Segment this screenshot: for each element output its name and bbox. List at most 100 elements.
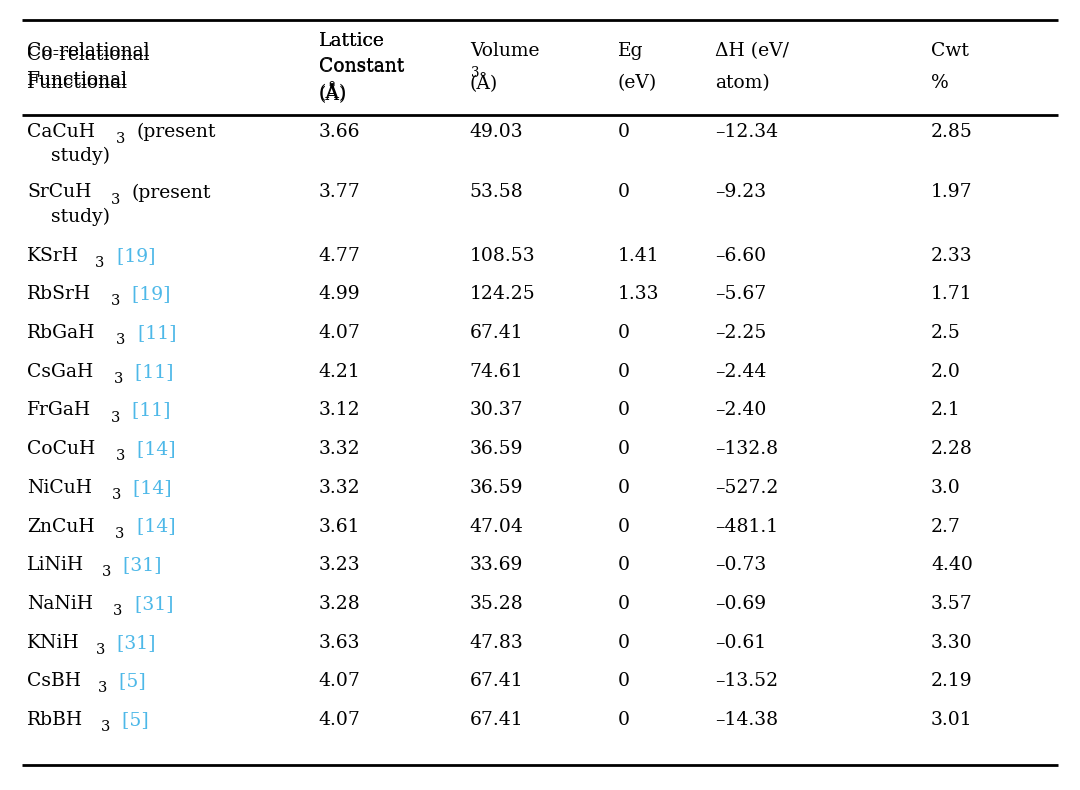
Text: –0.73: –0.73	[715, 556, 766, 574]
Text: –2.40: –2.40	[715, 401, 767, 419]
Text: 36.59: 36.59	[470, 440, 524, 458]
Text: 3: 3	[95, 256, 105, 269]
Text: [31]: [31]	[117, 556, 162, 574]
Text: [19]: [19]	[110, 246, 156, 265]
Text: SrCuH: SrCuH	[27, 183, 92, 201]
Text: 3: 3	[102, 566, 111, 579]
Text: 2.1: 2.1	[931, 401, 961, 419]
Text: 3: 3	[117, 450, 125, 463]
Text: 0: 0	[618, 672, 630, 690]
Text: 3.12: 3.12	[319, 401, 361, 419]
Text: 4.07: 4.07	[319, 711, 361, 729]
Text: 0: 0	[618, 556, 630, 574]
Text: (present: (present	[132, 183, 212, 201]
Text: 1.41: 1.41	[618, 246, 660, 265]
Text: 0: 0	[618, 122, 630, 141]
Text: 67.41: 67.41	[470, 711, 524, 729]
Text: –14.38: –14.38	[715, 711, 778, 729]
Text: 33.69: 33.69	[470, 556, 523, 574]
Text: 3.28: 3.28	[319, 595, 361, 613]
Text: 2.33: 2.33	[931, 246, 973, 265]
Text: 4.21: 4.21	[319, 363, 361, 381]
Text: 47.83: 47.83	[470, 634, 524, 652]
Text: 53.58: 53.58	[470, 183, 524, 201]
Text: –2.25: –2.25	[715, 324, 767, 342]
Text: [11]: [11]	[129, 363, 174, 381]
Text: 3: 3	[111, 411, 120, 424]
Text: ΔH (eV/: ΔH (eV/	[715, 42, 789, 60]
Text: (present: (present	[136, 122, 216, 141]
Text: –0.61: –0.61	[715, 634, 766, 652]
Text: 0: 0	[618, 401, 630, 419]
Text: (Å): (Å)	[319, 84, 347, 103]
Text: study): study)	[51, 208, 110, 226]
Text: –13.52: –13.52	[715, 672, 778, 690]
Text: 2.5: 2.5	[931, 324, 961, 342]
Text: –5.67: –5.67	[715, 285, 766, 303]
Text: 0: 0	[618, 595, 630, 613]
Text: [19]: [19]	[126, 285, 171, 303]
Text: 3: 3	[117, 333, 125, 347]
Text: [5]: [5]	[116, 711, 149, 729]
Text: 3.77: 3.77	[319, 183, 361, 201]
Text: 2.28: 2.28	[931, 440, 973, 458]
Text: 3: 3	[111, 193, 121, 206]
Text: 49.03: 49.03	[470, 122, 524, 141]
Text: 0: 0	[618, 363, 630, 381]
Text: 67.41: 67.41	[470, 672, 524, 690]
Text: study): study)	[51, 147, 110, 165]
Text: 3.32: 3.32	[319, 440, 361, 458]
Text: CoCuH: CoCuH	[27, 440, 95, 458]
Text: 3.0: 3.0	[931, 479, 961, 497]
Text: Volume: Volume	[470, 42, 539, 60]
Text: CsBH: CsBH	[27, 672, 81, 690]
Text: 3.66: 3.66	[319, 122, 360, 141]
Text: RbGaH: RbGaH	[27, 324, 95, 342]
Text: 47.04: 47.04	[470, 517, 524, 536]
Text: 2.0: 2.0	[931, 363, 961, 381]
Text: LiNiH: LiNiH	[27, 556, 84, 574]
Text: Cwt: Cwt	[931, 42, 969, 60]
Text: 1.33: 1.33	[618, 285, 659, 303]
Text: Co-relational: Co-relational	[27, 42, 149, 60]
Text: 3.32: 3.32	[319, 479, 361, 497]
Text: 4.77: 4.77	[319, 246, 361, 265]
Text: 4.07: 4.07	[319, 672, 361, 690]
Text: [5]: [5]	[113, 672, 146, 690]
Text: –132.8: –132.8	[715, 440, 778, 458]
Text: 4.07: 4.07	[319, 324, 361, 342]
Text: 0: 0	[618, 711, 630, 729]
Text: Constant: Constant	[319, 58, 404, 76]
Text: 0: 0	[618, 634, 630, 652]
Text: –2.44: –2.44	[715, 363, 767, 381]
Text: 3: 3	[96, 643, 106, 656]
Text: 3.57: 3.57	[931, 595, 973, 613]
Text: –481.1: –481.1	[715, 517, 778, 536]
Text: KNiH: KNiH	[27, 634, 80, 652]
Text: 108.53: 108.53	[470, 246, 536, 265]
Text: 0: 0	[618, 183, 630, 201]
Text: 2.19: 2.19	[931, 672, 973, 690]
Text: 3: 3	[100, 720, 110, 734]
Text: FrGaH: FrGaH	[27, 401, 91, 419]
Text: 3.01: 3.01	[931, 711, 973, 729]
Text: 124.25: 124.25	[470, 285, 536, 303]
Text: %: %	[931, 74, 948, 92]
Text: CsGaH: CsGaH	[27, 363, 93, 381]
Text: [14]: [14]	[131, 517, 175, 536]
Text: (Å): (Å)	[470, 73, 498, 93]
Text: 2.7: 2.7	[931, 517, 961, 536]
Text: –0.69: –0.69	[715, 595, 766, 613]
Text: –12.34: –12.34	[715, 122, 778, 141]
Text: 4.99: 4.99	[319, 285, 361, 303]
Text: [11]: [11]	[126, 401, 171, 419]
Text: 1.71: 1.71	[931, 285, 973, 303]
Text: –6.60: –6.60	[715, 246, 766, 265]
Text: [14]: [14]	[127, 479, 172, 497]
Text: –527.2: –527.2	[715, 479, 779, 497]
Text: 0: 0	[618, 479, 630, 497]
Text: 3: 3	[98, 682, 107, 695]
Text: 0: 0	[618, 517, 630, 536]
Text: KSrH: KSrH	[27, 246, 79, 265]
Text: NiCuH: NiCuH	[27, 479, 92, 497]
